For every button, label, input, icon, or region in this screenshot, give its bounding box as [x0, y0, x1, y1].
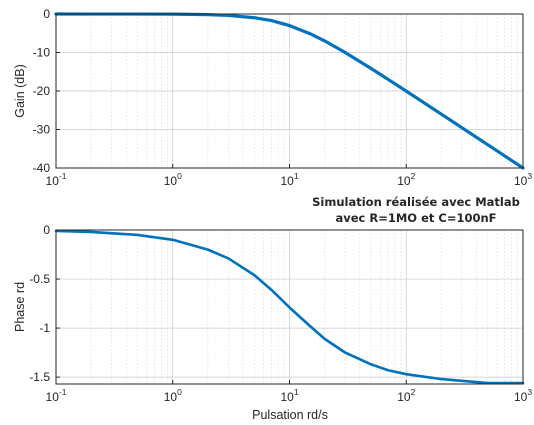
series-line — [54, 229, 525, 385]
x-tick-label: 100 — [164, 387, 182, 404]
annotation-line-2: avec R=1MO et C=100nF — [335, 211, 496, 225]
phase-grid — [56, 230, 523, 384]
axes-frame — [55, 13, 524, 169]
y-tick-label: -1.5 — [29, 370, 50, 384]
gain-series — [54, 12, 525, 170]
y-tick-label: -20 — [33, 84, 51, 98]
gain-ylabel: Gain (dB) — [13, 64, 27, 118]
x-tick-label: 100 — [164, 171, 182, 188]
x-tick-label: 101 — [280, 171, 298, 188]
gain-grid — [56, 14, 523, 168]
y-tick-label: -1 — [39, 321, 50, 335]
y-tick-label: -40 — [33, 161, 51, 175]
y-tick-label: -30 — [33, 123, 51, 137]
phase-ticks: 10-1 100 101 102 103 0 -0.5 -1 -1.5 — [29, 223, 532, 404]
x-tick-label: 101 — [280, 387, 298, 404]
x-tick-label: 103 — [514, 387, 532, 404]
x-tick-label: 103 — [514, 171, 532, 188]
x-tick-label: 10-1 — [46, 171, 67, 188]
y-tick-label: -10 — [33, 46, 51, 60]
y-tick-label: 0 — [43, 223, 50, 237]
axes-frame — [55, 229, 524, 385]
phase-ylabel: Phase rd — [13, 282, 27, 332]
x-tick-label: 102 — [397, 387, 415, 404]
gain-ticks: 10-1 100 101 102 103 0 -10 -20 -30 -40 — [33, 7, 533, 188]
y-tick-label: -0.5 — [29, 272, 50, 286]
y-tick-label: 0 — [43, 7, 50, 21]
annotation-line-1: Simulation réalisée avec Matlab — [312, 195, 520, 209]
x-tick-label: 10-1 — [46, 387, 67, 404]
phase-series — [54, 229, 525, 385]
x-tick-label: 102 — [397, 171, 415, 188]
phase-xlabel: Pulsation rd/s — [252, 408, 328, 422]
